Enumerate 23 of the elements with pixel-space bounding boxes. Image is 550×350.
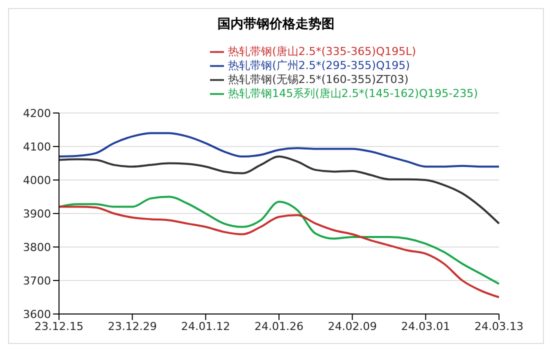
legend-label: 热轧带钢(广州2.5*(295-355)Q195) <box>228 59 410 72</box>
x-tick-label: 23.12.29 <box>108 320 157 333</box>
y-tick-label: 4100 <box>23 140 51 154</box>
legend-label: 热轧带钢(无锡2.5*(160-355)ZT03) <box>228 73 408 86</box>
line-series <box>58 196 500 285</box>
y-tick-label: 4200 <box>23 106 51 120</box>
chart-title: 国内带钢价格走势图 <box>216 16 336 34</box>
y-tick-label: 3800 <box>23 240 51 254</box>
line-series <box>58 132 500 168</box>
x-tick-label: 23.12.15 <box>34 320 84 333</box>
legend-label: 热轧带钢145系列(唐山2.5*(145-162)Q195-235) <box>228 87 478 100</box>
y-tick-label: 3600 <box>23 308 51 321</box>
line-series <box>58 156 500 225</box>
line-series <box>58 206 500 298</box>
x-tick-label: 24.03.01 <box>401 320 450 333</box>
x-tick-label: 24.01.12 <box>181 320 230 333</box>
x-tick-label: 24.02.09 <box>328 320 377 333</box>
y-tick-label: 3700 <box>23 274 51 288</box>
y-tick-label: 3900 <box>23 207 51 220</box>
x-tick-label: 24.03.13 <box>474 320 524 333</box>
y-tick-label: 4000 <box>23 174 51 187</box>
x-tick-label: 24.01.26 <box>254 320 304 333</box>
legend-label: 热轧带钢(唐山2.5*(335-365)Q195L) <box>228 45 416 58</box>
